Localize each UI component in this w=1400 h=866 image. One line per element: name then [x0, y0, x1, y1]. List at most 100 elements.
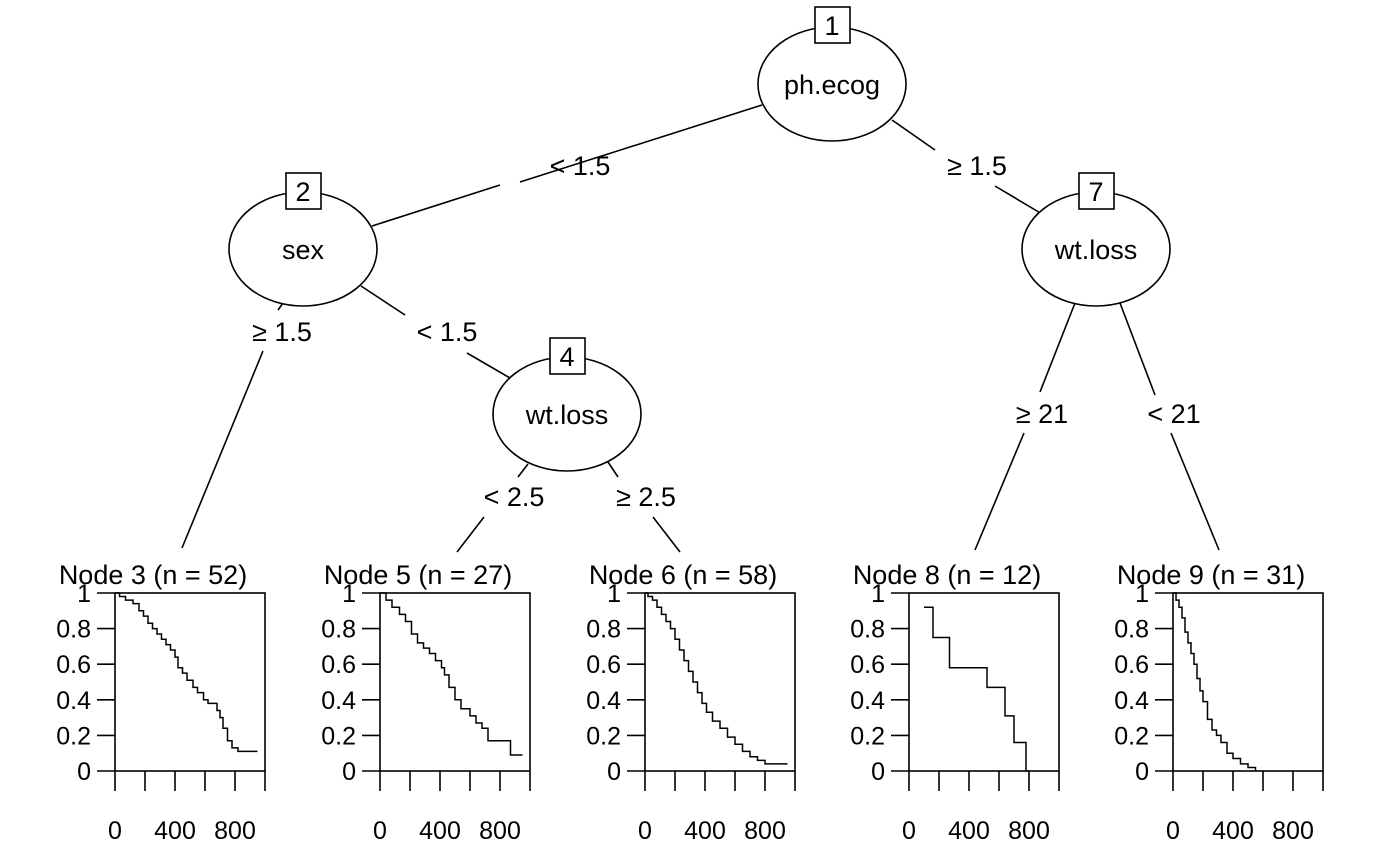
edge-label-1-2: < 1.5: [550, 151, 611, 181]
x-tick-label: 400: [154, 817, 196, 845]
panel-title: Node 9 (n = 31): [1117, 560, 1305, 590]
x-tick-label: 0: [638, 817, 652, 845]
x-tick-label: 800: [1272, 817, 1314, 845]
inner-node-7: wt.loss 7: [1021, 172, 1171, 307]
node-variable-label: wt.loss: [525, 400, 609, 430]
survival-curve: [380, 592, 523, 756]
edge-7-9-line-upper: [1119, 302, 1156, 396]
node-id-box: [814, 6, 851, 44]
y-tick-label: 0.4: [321, 687, 356, 715]
y-tick-label: 0.8: [586, 616, 621, 644]
node-id-label: 1: [824, 11, 839, 41]
edge-1-7-line-lower: [994, 185, 1043, 215]
y-tick-label: 1: [342, 580, 356, 608]
km-panel-5: Node 9 (n = 31) 0 0.2 0.4 0.6 0.8 1 0 400 800: [1114, 560, 1324, 845]
edge-2-4-line-lower: [466, 352, 511, 379]
plot-frame: [644, 592, 796, 772]
km-panel-1: Node 3 (n = 52) 0 0.2 0.4 0.6 0.8 1 0 400 800: [56, 560, 266, 845]
inner-node-4: wt.loss 4: [492, 337, 642, 472]
node-id-box: [285, 172, 322, 210]
x-tick-label: 400: [948, 817, 990, 845]
y-tick-label: 0.6: [321, 651, 356, 679]
node-id-box: [1078, 172, 1115, 210]
y-tick-label: 0.4: [586, 687, 621, 715]
node-variable-label: wt.loss: [1054, 235, 1138, 265]
y-tick-label: 0.2: [586, 722, 621, 750]
edge-label-1-7: ≥ 1.5: [947, 151, 1007, 181]
y-tick-label: 0.8: [1114, 616, 1149, 644]
plot-frame: [908, 592, 1060, 772]
km-panel-3: Node 6 (n = 58) 0 0.2 0.4 0.6 0.8 1 0 400 800: [586, 560, 796, 845]
y-tick-label: 0.6: [1114, 651, 1149, 679]
y-tick-label: 0.8: [321, 616, 356, 644]
edge-7-8-line-lower: [974, 432, 1025, 551]
edge-4-5-line-upper: [517, 463, 529, 478]
inner-node-1: ph.ecog 1: [757, 6, 907, 142]
y-tick-label: 0.2: [850, 722, 885, 750]
y-tick-label: 0.4: [850, 687, 885, 715]
inner-node-2: sex 2: [228, 172, 378, 307]
x-tick-label: 800: [1008, 817, 1050, 845]
panel-title: Node 8 (n = 12): [853, 560, 1041, 590]
survival-curve: [115, 592, 258, 753]
x-tick-label: 800: [214, 817, 256, 845]
y-tick-label: 0: [1135, 758, 1149, 786]
y-tick-label: 0: [342, 758, 356, 786]
edge-7-9-line-lower: [1170, 432, 1220, 551]
edge-4-5-line-lower: [456, 516, 485, 553]
y-tick-label: 0.8: [56, 616, 91, 644]
y-tick-label: 0.4: [56, 687, 91, 715]
y-tick-label: 0.4: [1114, 687, 1149, 715]
edge-label-2-3: ≥ 1.5: [252, 317, 312, 347]
plot-frame: [1172, 592, 1324, 772]
node-id-label: 7: [1088, 177, 1103, 207]
survival-curve: [645, 592, 788, 765]
x-tick-label: 0: [902, 817, 916, 845]
y-tick-label: 1: [1135, 580, 1149, 608]
node-id-label: 2: [295, 177, 310, 207]
edge-1-2-line: [519, 104, 763, 183]
node-variable-label: ph.ecog: [784, 70, 880, 100]
panel-title: Node 6 (n = 58): [589, 560, 777, 590]
survival-curve: [924, 606, 1029, 772]
x-tick-label: 800: [744, 817, 786, 845]
edge-label-7-9: < 21: [1147, 399, 1200, 429]
y-tick-label: 1: [607, 580, 621, 608]
edge-label-4-6: ≥ 2.5: [616, 482, 676, 512]
y-tick-label: 0.6: [850, 651, 885, 679]
km-panel-2: Node 5 (n = 27) 0 0.2 0.4 0.6 0.8 1 0 400 800: [321, 560, 531, 845]
plot-frame: [114, 592, 266, 772]
x-tick-label: 0: [373, 817, 387, 845]
x-tick-label: 400: [1212, 817, 1254, 845]
y-tick-label: 0.2: [1114, 722, 1149, 750]
panel-title: Node 5 (n = 27): [324, 560, 512, 590]
edge-labels: < 1.5 ≥ 1.5 ≥ 1.5 < 1.5 < 2.5 ≥ 2.5 ≥ 21…: [252, 151, 1201, 512]
node-variable-label: sex: [282, 235, 325, 265]
x-tick-label: 0: [108, 817, 122, 845]
y-tick-label: 0.6: [586, 651, 621, 679]
survival-curve: [1173, 592, 1257, 771]
x-tick-label: 0: [1166, 817, 1180, 845]
node-id-label: 4: [559, 342, 574, 372]
y-tick-label: 0.2: [56, 722, 91, 750]
y-tick-label: 1: [871, 580, 885, 608]
y-tick-label: 0.2: [321, 722, 356, 750]
x-tick-label: 400: [419, 817, 461, 845]
y-tick-label: 0: [871, 758, 885, 786]
tree-edges: [181, 104, 1220, 553]
edge-2-4-line-upper: [360, 285, 406, 316]
y-tick-label: 1: [77, 580, 91, 608]
node-id-box: [549, 337, 586, 375]
edge-label-2-4: < 1.5: [417, 317, 478, 347]
y-tick-label: 0: [77, 758, 91, 786]
km-panel-4: Node 8 (n = 12) 0 0.2 0.4 0.6 0.8 1 0 400 800: [850, 560, 1060, 845]
y-tick-label: 0.8: [850, 616, 885, 644]
edge-label-7-8: ≥ 21: [1016, 399, 1068, 429]
plot-frame: [379, 592, 531, 772]
y-tick-label: 0.6: [56, 651, 91, 679]
x-tick-label: 800: [479, 817, 521, 845]
edge-1-7-line: [891, 119, 936, 151]
edge-2-3-line-lower: [181, 350, 264, 549]
edge-4-6-line-upper: [607, 461, 619, 478]
